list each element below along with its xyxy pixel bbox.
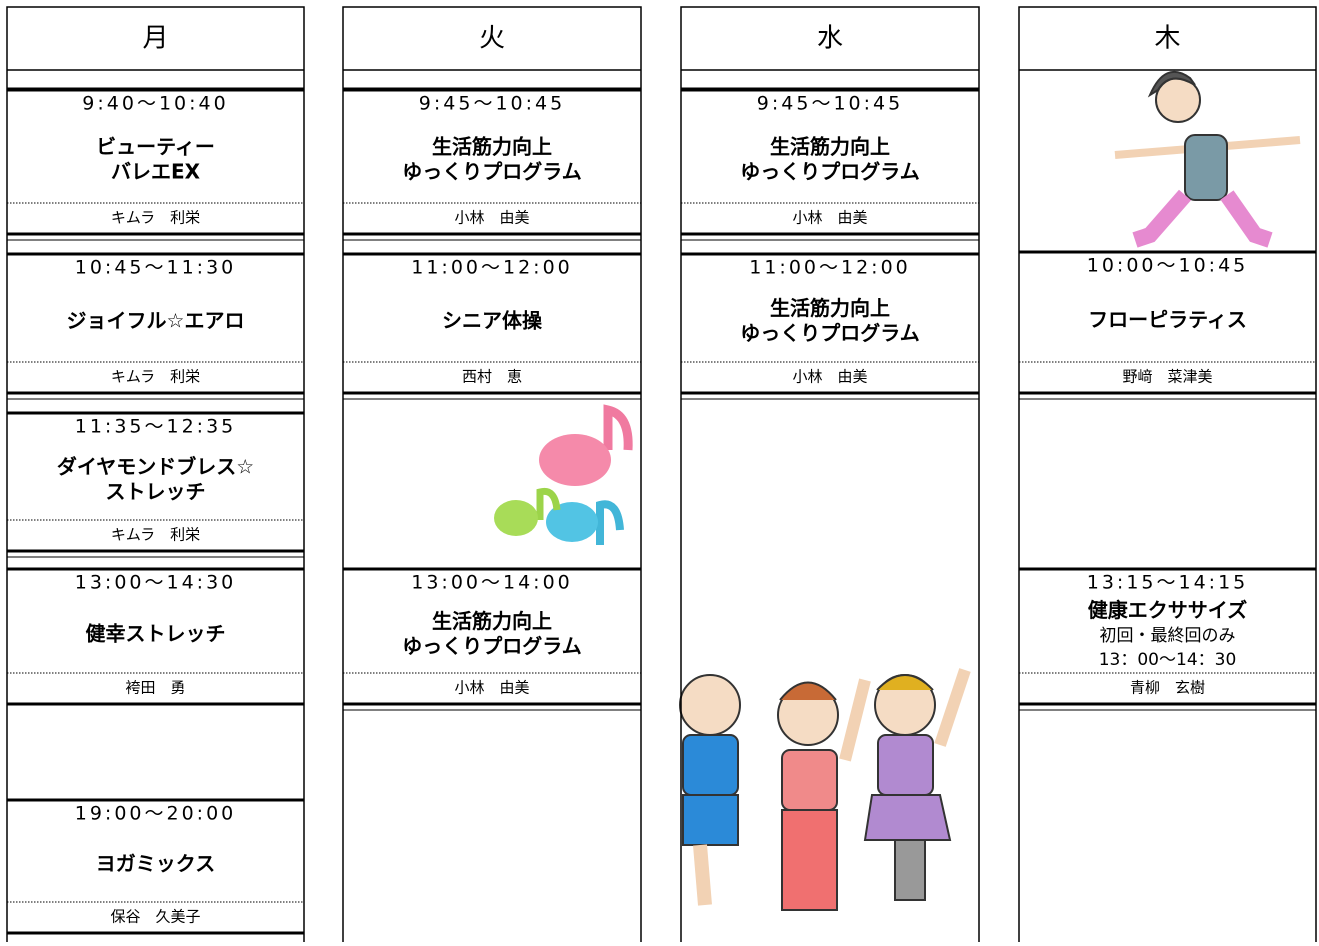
class-title: フローピラティス [1088,308,1247,332]
class-title: 生活筋力向上 [432,135,552,159]
day-header: 木 [1154,24,1180,54]
class-title: 生活筋力向上 [770,135,890,159]
class-title: ゆっくりプログラム [740,321,919,345]
column-border [680,6,980,942]
class-title: 生活筋力向上 [432,609,552,633]
instructor: キムラ 利栄 [111,209,200,227]
class-time: 11:35～12:35 [75,416,237,438]
class-time: 11:00～12:00 [411,257,573,279]
class-time: 9:40～10:40 [82,93,228,115]
instructor: 保谷 久美子 [110,908,200,926]
class-time: 11:00～12:00 [749,257,911,279]
instructor: 袴田 勇 [125,679,185,697]
class-title: ビューティー [96,135,215,159]
instructor: 西村 恵 [462,368,522,386]
instructor: 野﨑 菜津美 [1122,368,1212,386]
day-header: 水 [817,24,843,54]
class-title: ゆっくりプログラム [402,634,581,658]
class-title: シニア体操 [442,309,543,333]
class-time: 10:45～11:30 [75,257,237,279]
class-time: 13:00～14:00 [411,572,573,594]
column-border [6,6,305,942]
class-time: 13:00～14:30 [75,572,237,594]
class-note: 13：00～14：30 [1099,650,1237,670]
class-note: 初回・最終回のみ [1100,626,1236,646]
class-title: ゆっくりプログラム [402,160,581,184]
class-time: 9:45～10:45 [419,93,565,115]
column-border [342,6,642,942]
class-time: 10:00～10:45 [1087,255,1249,277]
class-title: 生活筋力向上 [770,296,890,320]
music-notes-illustration [494,404,633,545]
class-title: 健康エクササイズ [1088,598,1247,622]
class-title: バレエEX [111,160,201,184]
class-title: ストレッチ [106,480,206,504]
instructor: 小林 由美 [454,209,529,227]
instructor: 小林 由美 [792,209,867,227]
instructor: 小林 由美 [792,368,867,386]
class-title: ヨガミックス [96,852,215,876]
class-time: 19:00～20:00 [75,803,237,825]
class-time: 9:45～10:45 [757,93,903,115]
class-title: ダイヤモンドブレス☆ [57,455,254,479]
instructor: キムラ 利栄 [111,368,200,386]
class-time: 13:15～14:15 [1087,572,1249,594]
instructor: キムラ 利栄 [111,526,200,544]
day-header: 月 [142,24,168,54]
class-title: ジョイフル☆エアロ [67,309,245,333]
instructor: 青柳 玄樹 [1130,679,1205,697]
class-title: ゆっくりプログラム [740,160,919,184]
day-header: 火 [479,24,505,54]
yoga-illustration [1114,70,1301,248]
dancers-illustration [679,668,971,911]
class-title: 健幸ストレッチ [86,622,226,646]
column-border [1018,6,1317,942]
instructor: 小林 由美 [454,679,529,697]
